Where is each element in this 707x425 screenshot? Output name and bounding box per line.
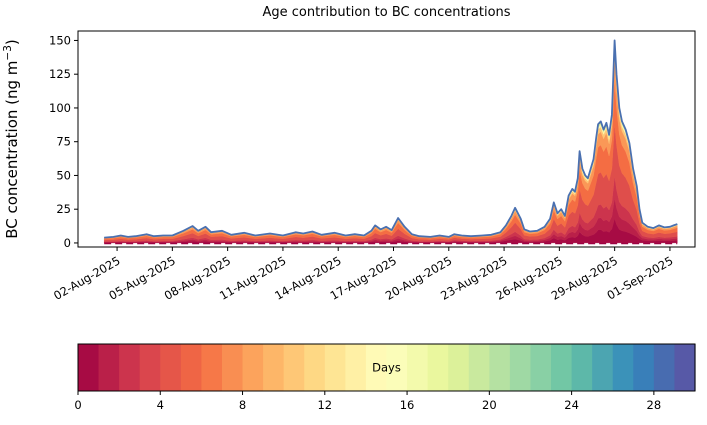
colorbar-segment xyxy=(324,344,346,391)
colorbar-segment xyxy=(612,344,634,391)
chart-title: Age contribution to BC concentrations xyxy=(262,5,511,20)
colorbar-segment xyxy=(407,344,429,391)
colorbar-label: Days xyxy=(372,361,401,375)
colorbar: Days 0 4 8 12 16 20 24 28 xyxy=(74,343,696,412)
colorbar-tick-label: 4 xyxy=(157,398,164,412)
y-axis: 0 25 50 75 100 125 150 xyxy=(49,33,78,250)
plot-frame xyxy=(77,30,696,248)
colorbar-segment xyxy=(345,344,367,391)
colorbar-segment xyxy=(633,344,655,391)
colorbar-segment xyxy=(386,344,408,391)
y-tick-label: 50 xyxy=(56,168,71,182)
colorbar-segment xyxy=(653,344,676,391)
colorbar-segment xyxy=(674,344,696,391)
colorbar-segment xyxy=(468,344,490,391)
colorbar-segment xyxy=(489,344,511,391)
colorbar-segment xyxy=(263,344,285,391)
colorbar-segment xyxy=(180,344,202,391)
colorbar-tick-label: 16 xyxy=(400,398,415,412)
colorbar-segment xyxy=(448,344,470,391)
colorbar-segment xyxy=(98,344,120,391)
colorbar-segment xyxy=(365,344,388,391)
y-tick-label: 125 xyxy=(49,67,71,81)
y-tick-label: 0 xyxy=(64,236,71,250)
colorbar-tick-label: 24 xyxy=(564,398,579,412)
y-axis-label: BC concentration (ng m−3) xyxy=(2,39,21,239)
colorbar-segment xyxy=(427,344,449,391)
colorbar-segment xyxy=(551,344,573,391)
colorbar-tick-label: 12 xyxy=(317,398,332,412)
colorbar-segment xyxy=(221,344,244,391)
colorbar-segment xyxy=(78,344,100,391)
colorbar-tick-label: 8 xyxy=(239,398,246,412)
y-tick-label: 150 xyxy=(49,33,71,47)
stack-layers xyxy=(104,40,678,244)
colorbar-segment xyxy=(283,344,305,391)
colorbar-segment xyxy=(592,344,614,391)
y-tick-label: 75 xyxy=(56,135,71,149)
total-bc-line xyxy=(104,39,678,239)
y-tick-label: 100 xyxy=(49,101,71,115)
colorbar-segment xyxy=(160,344,182,391)
colorbar-segment xyxy=(201,344,223,391)
colorbar-segment xyxy=(242,344,264,391)
colorbar-tick-label: 20 xyxy=(482,398,497,412)
colorbar-segment xyxy=(571,344,593,391)
colorbar-segment xyxy=(509,344,532,391)
y-tick-label: 25 xyxy=(56,202,71,216)
colorbar-segment xyxy=(304,344,326,391)
colorbar-tick-label: 28 xyxy=(647,398,662,412)
colorbar-frame xyxy=(77,343,696,392)
colorbar-segment xyxy=(139,344,161,391)
x-axis: 02-Aug-202505-Aug-202508-Aug-202511-Aug-… xyxy=(51,247,675,303)
colorbar-segment xyxy=(119,344,141,391)
colorbar-tick-label: 0 xyxy=(74,398,81,412)
colorbar-segment xyxy=(530,344,552,391)
